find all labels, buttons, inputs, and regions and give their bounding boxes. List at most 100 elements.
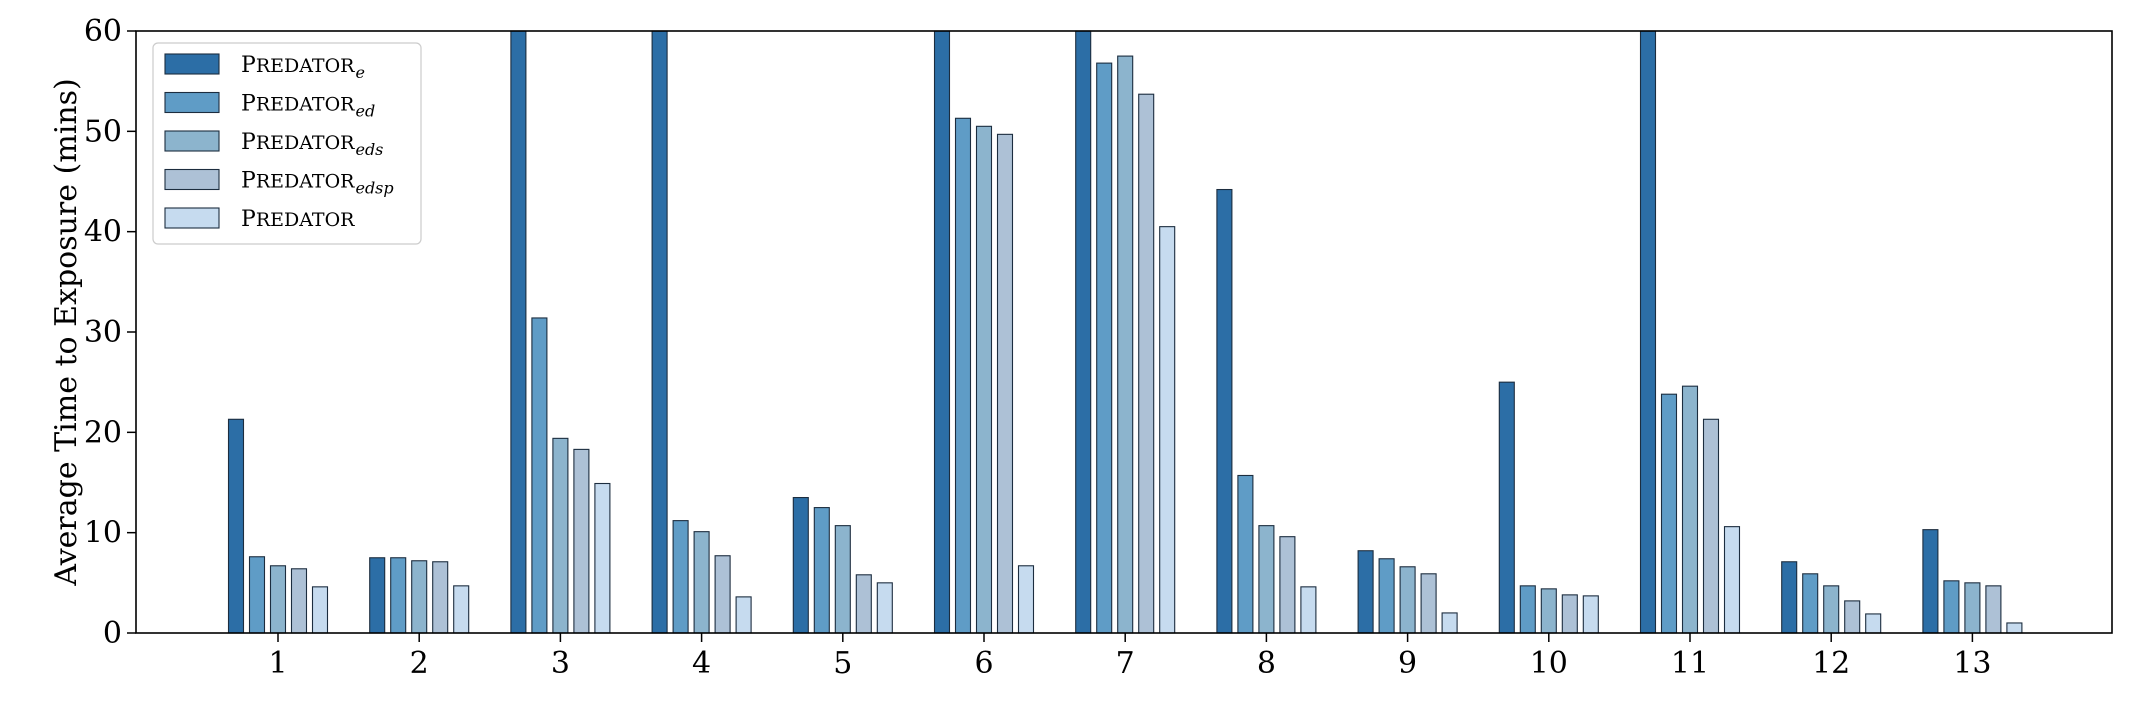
legend-label-subscript: edsp (355, 179, 393, 198)
legend-box (152, 42, 422, 245)
x-tick-label: 6 (974, 646, 993, 681)
bar-cat6-series3 (975, 125, 993, 634)
x-tick-label: 2 (410, 646, 429, 681)
legend-label-initial: P (241, 207, 256, 232)
bar-cat8-series4 (1279, 536, 1296, 634)
legend-swatch (164, 168, 220, 191)
bar-cat13-series4 (1985, 585, 2002, 634)
bar-cat3-series3 (552, 437, 569, 634)
bar-cat2-series4 (432, 561, 449, 634)
bar-cat8-series5 (1300, 586, 1317, 634)
bar-cat6-series2 (954, 117, 972, 634)
legend-label-initial: P (241, 92, 256, 117)
bar-cat9-series3 (1399, 566, 1416, 634)
bar-cat11-series2 (1660, 393, 1678, 634)
bar-cat13-series3 (1964, 582, 1981, 634)
bar-cat2-series5 (453, 585, 470, 634)
bar-cat13-series5 (2006, 622, 2023, 634)
x-tick-label: 3 (551, 646, 570, 681)
bar-cat11-series5 (1723, 526, 1741, 634)
y-tick-label: 0 (103, 616, 122, 651)
bar-cat8-series1 (1216, 188, 1233, 634)
x-tick-label: 12 (1812, 646, 1850, 681)
bar-cat1-series4 (290, 568, 308, 634)
bar-cat3-series2 (531, 317, 548, 634)
legend-swatch (164, 53, 220, 75)
bar-cat7-series5 (1159, 226, 1176, 634)
legend-label: PREDATOR (241, 207, 355, 232)
legend-label: PREDATORe (241, 53, 365, 82)
bar-cat10-series2 (1519, 585, 1536, 634)
bar-cat2-series1 (369, 557, 386, 634)
legend-label-initial: P (241, 130, 256, 155)
bar-cat7-series2 (1096, 62, 1113, 634)
y-tick-label: 60 (84, 14, 122, 49)
legend-label-subscript: ed (355, 102, 375, 121)
bar-cat8-series2 (1237, 474, 1254, 634)
y-tick-label: 40 (84, 215, 122, 250)
x-tick-label: 1 (268, 646, 287, 681)
bar-cat5-series3 (834, 525, 851, 634)
legend-label-rest: REDATOR (256, 132, 355, 154)
legend-label-initial: P (241, 53, 256, 78)
bar-cat5-series4 (855, 574, 872, 634)
bar-cat9-series4 (1420, 573, 1437, 634)
y-axis-label: Average Time to Exposure (mins) (49, 78, 84, 586)
bar-cat13-series2 (1943, 580, 1960, 634)
bar-cat9-series2 (1378, 558, 1395, 634)
x-axis: 1 2 3 4 5 6 7 8 9 10 11 12 13 (268, 633, 1991, 681)
bar-cat11-series4 (1702, 418, 1720, 634)
bar-cat6-series4 (996, 133, 1014, 634)
bar-cat3-series4 (573, 448, 590, 634)
legend-label-rest: REDATOR (256, 55, 355, 77)
bar-cat5-series5 (876, 582, 893, 634)
bar-cat12-series3 (1823, 585, 1840, 634)
bar-cat4-series4 (714, 555, 731, 634)
bar-cat12-series4 (1844, 600, 1861, 634)
bars-layer (227, 30, 2023, 634)
bar-cat2-series3 (411, 560, 428, 634)
legend-swatch (164, 130, 220, 152)
y-tick-label: 30 (84, 315, 122, 350)
bar-cat6-series5 (1017, 565, 1035, 634)
legend-label: PREDATORedsp (241, 169, 394, 198)
bar-cat7-series1 (1075, 30, 1092, 634)
x-tick-label: 10 (1530, 646, 1568, 681)
bar-cat1-series2 (248, 556, 266, 634)
bar-cat1-series1 (227, 418, 245, 634)
bar-cat1-series3 (269, 565, 287, 634)
legend-label-rest: REDATOR (256, 209, 355, 231)
legend-label-rest: REDATOR (256, 171, 355, 193)
legend-swatch (164, 91, 220, 114)
bar-cat4-series3 (693, 531, 710, 634)
x-tick-label: 4 (692, 646, 711, 681)
bar-cat3-series1 (510, 30, 527, 634)
bar-cat9-series5 (1441, 612, 1458, 634)
bar-cat5-series1 (792, 496, 809, 634)
bar-cat11-series1 (1639, 30, 1657, 634)
bar-cat12-series2 (1802, 573, 1819, 634)
y-tick-label: 50 (84, 114, 122, 149)
bar-cat9-series1 (1357, 550, 1374, 634)
bar-cat10-series4 (1561, 594, 1578, 634)
bar-cat10-series5 (1582, 595, 1599, 634)
bar-cat8-series3 (1258, 525, 1275, 634)
bar-cat7-series4 (1138, 93, 1155, 634)
y-tick-label: 10 (84, 516, 122, 551)
bar-cat1-series5 (311, 586, 329, 634)
bar-cat5-series2 (813, 507, 830, 634)
bar-cat4-series1 (651, 30, 668, 634)
legend-label: PREDATORed (241, 92, 375, 121)
legend-label-subscript: eds (355, 140, 383, 159)
bar-cat12-series1 (1781, 561, 1798, 634)
bar-cat10-series3 (1540, 588, 1557, 634)
x-tick-label: 13 (1953, 646, 1991, 681)
y-tick-label: 20 (84, 415, 122, 450)
bar-cat7-series3 (1117, 55, 1134, 634)
x-tick-label: 8 (1257, 646, 1276, 681)
bar-cat2-series2 (390, 557, 407, 634)
bar-cat4-series5 (735, 596, 752, 634)
bar-cat3-series5 (594, 482, 611, 634)
